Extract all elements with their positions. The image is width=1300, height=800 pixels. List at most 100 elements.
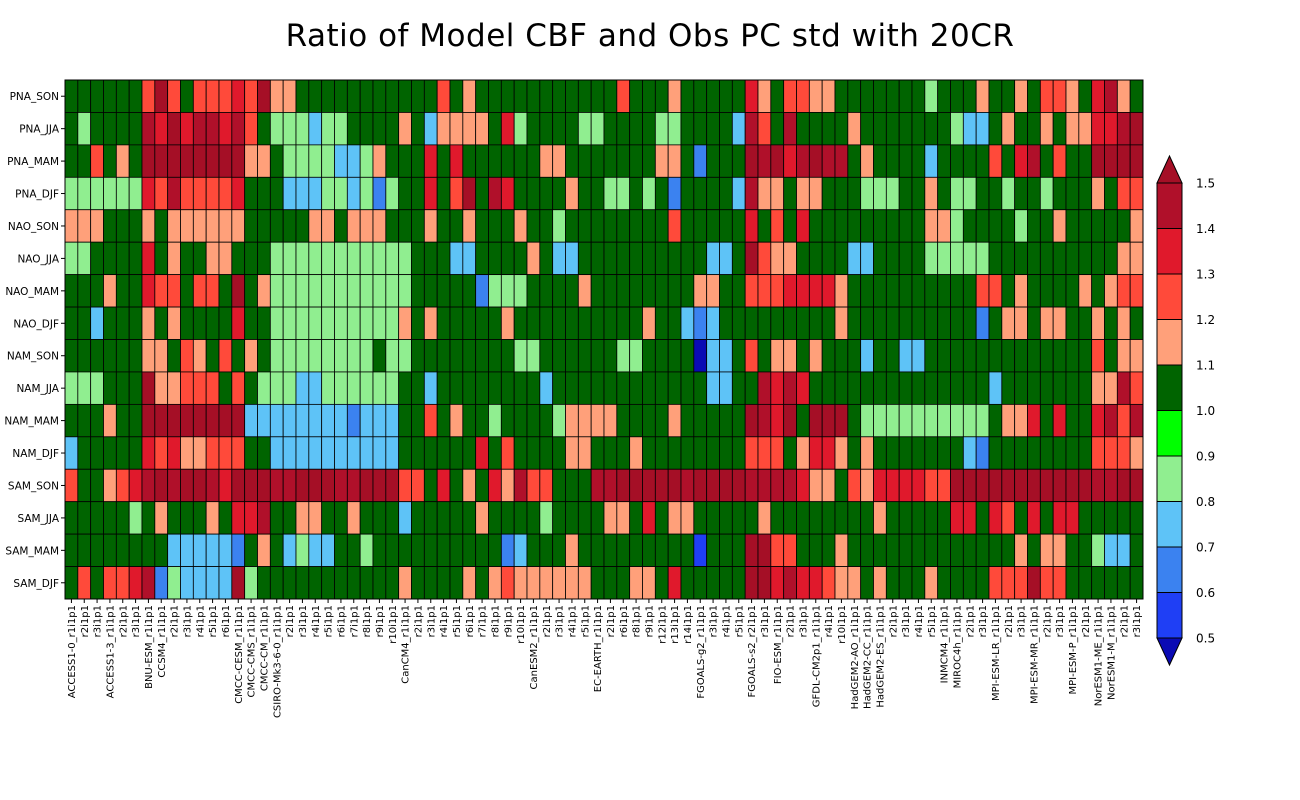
- heatmap-cell: [205, 176, 220, 211]
- heatmap-cell: [603, 176, 618, 211]
- heatmap-cell: [1104, 274, 1118, 308]
- colorbar-tick-label: 0.6: [1196, 586, 1215, 600]
- heatmap-cell: [257, 533, 271, 567]
- heatmap-cell: [423, 339, 438, 373]
- heatmap-cell: [372, 533, 387, 567]
- heatmap-cell: [295, 176, 310, 211]
- heatmap-cell: [321, 306, 335, 340]
- heatmap-cell: [860, 144, 874, 178]
- heatmap-cell: [488, 306, 502, 340]
- heatmap-cell: [680, 241, 695, 276]
- heatmap-cell: [321, 501, 335, 535]
- heatmap-cell: [565, 241, 579, 276]
- heatmap-cell: [115, 274, 130, 308]
- heatmap-cell: [731, 403, 746, 438]
- heatmap-cell: [115, 112, 130, 146]
- heatmap-cell: [821, 306, 836, 340]
- heatmap-cell: [1104, 339, 1118, 373]
- heatmap-cell: [654, 436, 669, 470]
- heatmap-cell: [1091, 209, 1105, 243]
- heatmap-cell: [398, 176, 412, 211]
- heatmap-cell: [962, 176, 977, 211]
- heatmap-cell: [513, 144, 528, 178]
- heatmap-cell: [885, 371, 900, 405]
- heatmap-cell: [1052, 144, 1067, 178]
- heatmap-cell: [847, 306, 862, 340]
- heatmap-cell: [231, 403, 246, 438]
- heatmap-cell: [654, 566, 669, 600]
- heatmap-cell: [1065, 339, 1080, 373]
- heatmap-cell: [911, 403, 926, 438]
- heatmap-cell: [449, 403, 464, 438]
- heatmap-cell: [346, 209, 361, 243]
- heatmap-cell: [552, 436, 566, 470]
- heatmap-cell: [359, 371, 374, 405]
- heatmap-cell: [783, 533, 797, 567]
- heatmap-cell: [1001, 241, 1016, 276]
- heatmap-cell: [423, 306, 438, 340]
- heatmap-cell: [654, 144, 669, 178]
- heatmap-cell: [359, 176, 374, 211]
- heatmap-cell: [385, 112, 400, 146]
- heatmap-cell: [1091, 79, 1105, 113]
- heatmap-cell: [796, 533, 810, 567]
- heatmap-cell: [64, 144, 79, 178]
- heatmap-cell: [847, 209, 862, 243]
- heatmap-cell: [167, 209, 181, 243]
- heatmap-cell: [244, 403, 258, 438]
- column-label: r5i1p1: [452, 605, 463, 637]
- heatmap-cell: [590, 241, 605, 276]
- heatmap-cell: [821, 241, 836, 276]
- heatmap-cell: [744, 436, 759, 470]
- heatmap-cell: [423, 176, 438, 211]
- heatmap-cell: [154, 274, 169, 308]
- heatmap-cell: [257, 241, 271, 276]
- heatmap-cell: [796, 112, 810, 146]
- heatmap-cell: [90, 79, 104, 113]
- heatmap-cell: [436, 274, 451, 308]
- heatmap-cell: [1052, 566, 1067, 600]
- heatmap-cell: [398, 306, 412, 340]
- heatmap-cell: [975, 371, 990, 405]
- heatmap-cell: [911, 112, 926, 146]
- heatmap-cell: [577, 566, 592, 600]
- column-label: r10i1p1: [516, 605, 527, 644]
- heatmap-cell: [642, 436, 656, 470]
- heatmap-cell: [449, 209, 464, 243]
- heatmap-cell: [500, 468, 515, 503]
- heatmap-cell: [64, 176, 79, 211]
- heatmap-cell: [334, 566, 348, 600]
- heatmap-cell: [1129, 144, 1144, 178]
- heatmap-cell: [77, 468, 92, 503]
- heatmap-cell: [552, 79, 566, 113]
- heatmap-cell: [565, 403, 579, 438]
- heatmap-cell: [962, 468, 977, 503]
- heatmap-cell: [757, 468, 772, 503]
- heatmap-cell: [873, 339, 887, 373]
- colorbar-tick-label: 1.4: [1196, 222, 1215, 236]
- heatmap-cell: [423, 371, 438, 405]
- column-label: CMCC-CM_r1i1p1: [259, 605, 270, 691]
- heatmap-cell: [526, 501, 541, 535]
- heatmap-cell: [192, 79, 207, 113]
- column-label: r2i1p1: [170, 605, 181, 637]
- heatmap-cell: [449, 112, 464, 146]
- heatmap-cell: [1014, 403, 1028, 438]
- heatmap-cell: [475, 501, 489, 535]
- heatmap-cell: [1104, 403, 1118, 438]
- heatmap-cell: [500, 501, 515, 535]
- heatmap-cell: [834, 436, 849, 470]
- heatmap-cell: [770, 144, 785, 178]
- column-label: r3i1p1: [93, 605, 104, 637]
- heatmap-cell: [346, 339, 361, 373]
- heatmap-cell: [975, 274, 990, 308]
- heatmap-cell: [1129, 274, 1144, 308]
- heatmap-cell: [770, 339, 785, 373]
- heatmap-cell: [847, 468, 862, 503]
- heatmap-cell: [552, 112, 566, 146]
- heatmap-cell: [526, 241, 541, 276]
- heatmap-cell: [449, 566, 464, 600]
- heatmap-cell: [244, 468, 258, 503]
- heatmap-cell: [154, 501, 169, 535]
- heatmap-cell: [911, 241, 926, 276]
